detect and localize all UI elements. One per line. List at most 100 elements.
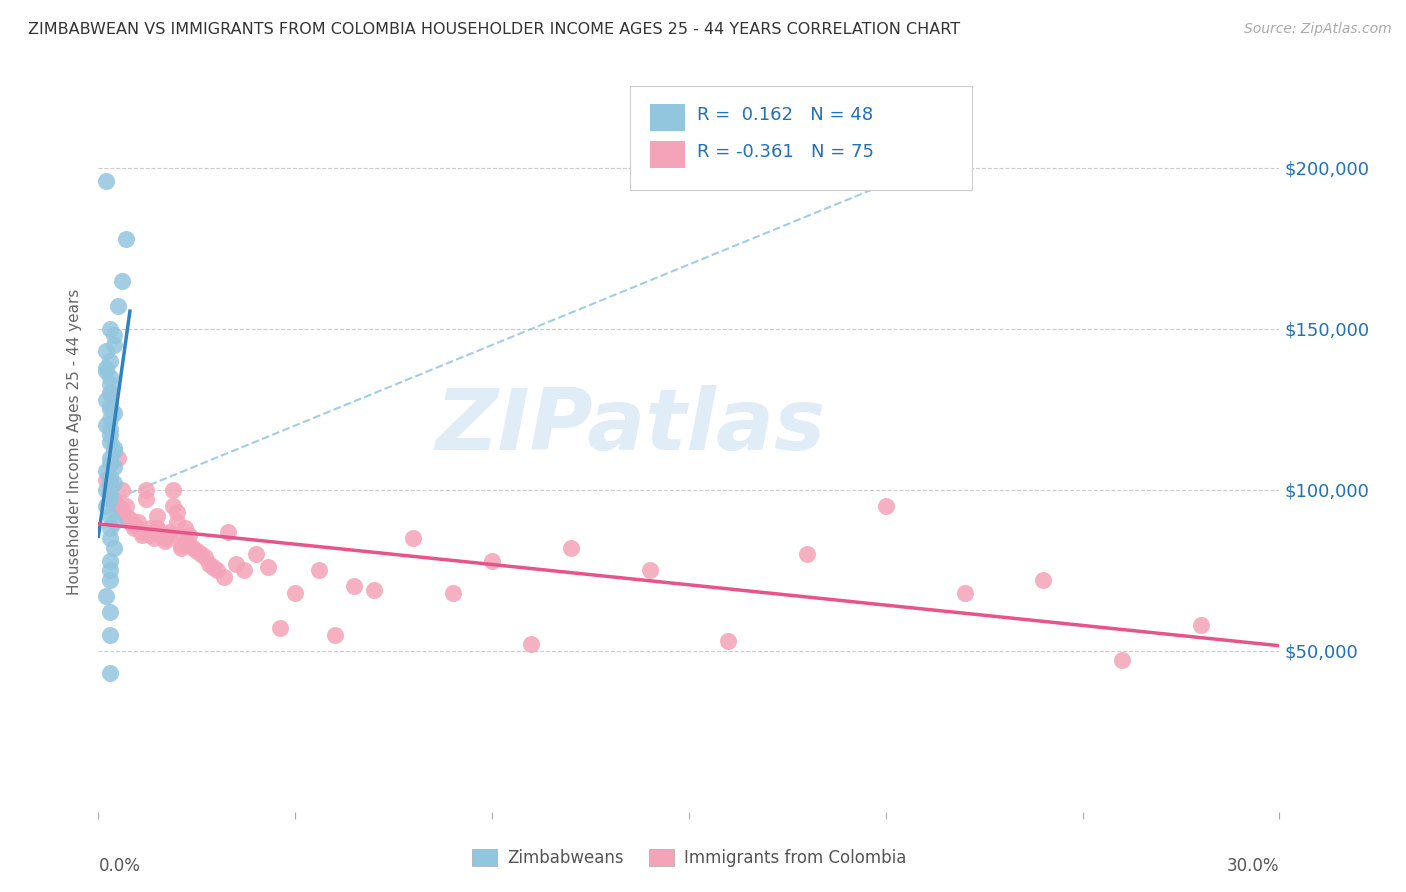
Point (146, 508, 169, 523)
Point (118, 515, 141, 529)
FancyBboxPatch shape (630, 87, 973, 190)
Point (214, 570, 236, 584)
Point (98, 376, 121, 391)
Point (481, 554, 503, 568)
Point (177, 537, 200, 551)
Point (111, 502, 134, 516)
Point (103, 444, 125, 458)
Point (98, 428, 121, 442)
Point (157, 528, 180, 542)
Point (96, 473, 118, 487)
Point (96, 344, 118, 359)
Point (174, 521, 197, 535)
Bar (650, 104, 685, 130)
Point (103, 338, 125, 352)
Point (560, 541, 582, 555)
Point (170, 537, 193, 551)
Point (131, 528, 153, 542)
Point (103, 515, 125, 529)
Point (402, 531, 425, 545)
Point (177, 528, 200, 542)
Point (98, 666, 121, 681)
Point (1111, 653, 1133, 667)
Point (157, 524, 180, 539)
Point (98, 492, 121, 507)
Point (103, 541, 125, 555)
Point (205, 563, 228, 577)
Point (166, 515, 188, 529)
Point (162, 499, 184, 513)
Point (245, 547, 267, 561)
Point (98, 554, 121, 568)
Point (98, 386, 121, 401)
Point (122, 518, 145, 533)
Point (166, 505, 188, 519)
Point (953, 586, 976, 600)
Point (98, 386, 121, 401)
Point (115, 508, 138, 523)
Point (181, 541, 204, 555)
Point (107, 450, 129, 465)
Point (98, 354, 121, 368)
Point (98, 402, 121, 417)
Point (197, 557, 219, 571)
Point (98, 628, 121, 642)
Point (98, 521, 121, 535)
Point (225, 557, 247, 571)
Point (127, 521, 149, 535)
Point (98, 434, 121, 449)
Point (170, 541, 193, 555)
Point (98, 422, 121, 436)
Point (138, 521, 160, 535)
Point (103, 496, 125, 510)
Text: ZIPatlas: ZIPatlas (434, 385, 825, 468)
Point (127, 515, 149, 529)
Bar (650, 141, 685, 168)
Point (796, 547, 818, 561)
Point (115, 499, 138, 513)
Point (162, 483, 184, 497)
Point (98, 412, 121, 426)
Point (150, 528, 173, 542)
Point (115, 232, 138, 246)
Point (118, 512, 141, 526)
Point (142, 531, 165, 545)
Point (1189, 618, 1212, 632)
Point (96, 418, 118, 433)
Point (323, 628, 346, 642)
Point (98, 605, 121, 619)
Point (343, 579, 366, 593)
Point (96, 499, 118, 513)
Point (103, 406, 125, 420)
Point (150, 524, 173, 539)
Point (135, 483, 157, 497)
Point (98, 508, 121, 523)
Point (233, 563, 256, 577)
Point (638, 563, 661, 577)
Point (441, 586, 464, 600)
Point (98, 563, 121, 577)
Point (111, 483, 134, 497)
Point (284, 586, 307, 600)
Point (155, 531, 177, 545)
Point (155, 534, 177, 549)
Point (190, 547, 212, 561)
Point (98, 370, 121, 384)
Point (98, 450, 121, 465)
Point (107, 499, 129, 513)
Text: 30.0%: 30.0% (1227, 857, 1279, 875)
Point (363, 582, 385, 597)
Point (186, 544, 208, 558)
Point (98, 486, 121, 500)
Point (96, 483, 118, 497)
Point (98, 489, 121, 503)
Text: Source: ZipAtlas.com: Source: ZipAtlas.com (1244, 22, 1392, 37)
Point (103, 441, 125, 455)
Point (98, 470, 121, 484)
Point (131, 524, 153, 539)
Point (1032, 573, 1054, 587)
Point (98, 457, 121, 471)
Point (103, 492, 125, 507)
Point (142, 524, 165, 539)
Point (103, 476, 125, 491)
